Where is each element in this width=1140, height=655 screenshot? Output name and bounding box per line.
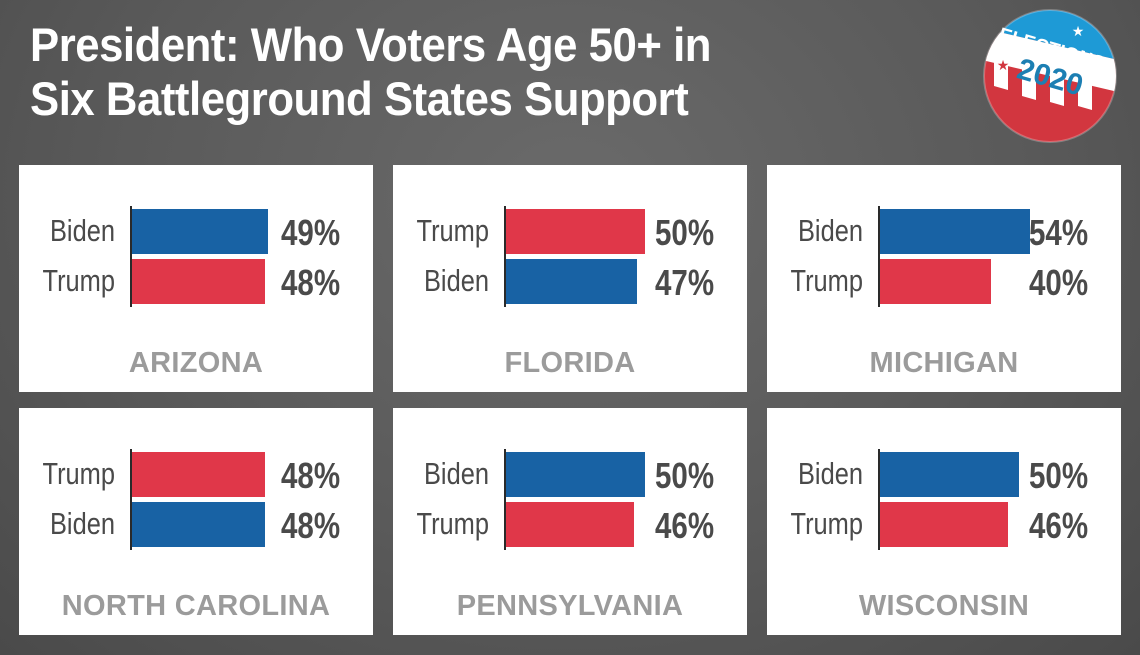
candidate-label-trump: Trump [416,506,489,541]
value-label-biden: 47% [655,262,715,303]
state-name: MICHIGAN [869,347,1019,379]
value-label-biden: 50% [1029,455,1089,496]
candidate-label-biden: Biden [49,213,115,248]
value-label-trump: 40% [1029,262,1089,303]
badge-star-right: ★ [1094,98,1107,114]
bar-trump [506,502,634,547]
title-line-1: President: Who Voters Age 50+ in [30,18,711,71]
candidate-label-biden: Biden [423,263,489,298]
candidate-label-biden: Biden [49,506,115,541]
axis-line [878,449,880,550]
state-name: WISCONSIN [858,590,1030,622]
value-label-biden: 54% [1029,212,1089,253]
value-label-trump: 46% [655,505,715,546]
axis-line [130,449,132,550]
axis-line [504,449,506,550]
state-panel-pennsylvania: Biden 50% Trump 46% PENNSYLVANIA [393,408,747,635]
badge-star-top: ★ [1072,23,1085,39]
value-label-biden: 50% [655,455,715,496]
candidate-label-trump: Trump [42,456,115,491]
bar-biden [880,209,1030,254]
value-label-biden: 49% [281,212,341,253]
state-panel-michigan: Biden 54% Trump 40% MICHIGAN [767,165,1121,392]
value-label-biden: 48% [281,505,341,546]
candidate-label-biden: Biden [797,213,863,248]
state-panel-wisconsin: Biden 50% Trump 46% WISCONSIN [767,408,1121,635]
bar-biden [506,452,645,497]
bar-trump [880,502,1008,547]
candidate-label-biden: Biden [423,456,489,491]
elections-2020-badge-icon: ELECTIONS 2020 ★ ★ ★ [983,9,1117,143]
candidate-label-trump: Trump [790,263,863,298]
title-line-2: Six Battleground States Support [30,72,689,125]
candidate-label-trump: Trump [416,213,489,248]
badge-blue-field [984,10,1116,60]
candidate-label-biden: Biden [797,456,863,491]
badge-white-band [984,28,1116,92]
value-label-trump: 48% [281,262,341,303]
bar-trump [132,452,265,497]
bar-biden [506,259,637,304]
state-name: ARIZONA [128,347,264,379]
axis-line [878,206,880,307]
value-label-trump: 46% [1029,505,1089,546]
state-panel-arizona: Biden 49% Trump 48% ARIZONA [19,165,373,392]
candidate-label-trump: Trump [42,263,115,298]
bar-biden [132,209,268,254]
bar-trump [506,209,645,254]
bar-trump [880,259,991,304]
value-label-trump: 48% [281,455,341,496]
bar-biden [132,502,265,547]
badge-star-left: ★ [997,57,1010,73]
state-name: PENNSYLVANIA [456,590,684,622]
page-title: President: Who Voters Age 50+ in Six Bat… [30,18,711,126]
axis-line [130,206,132,307]
state-panel-north-carolina: Trump 48% Biden 48% NORTH CAROLINA [19,408,373,635]
state-name: NORTH CAROLINA [61,590,331,622]
value-label-trump: 50% [655,212,715,253]
state-name: FLORIDA [504,347,636,379]
axis-line [504,206,506,307]
bar-trump [132,259,265,304]
bar-biden [880,452,1019,497]
candidate-label-trump: Trump [790,506,863,541]
badge-stripes [994,58,1092,110]
state-panel-florida: Trump 50% Biden 47% FLORIDA [393,165,747,392]
